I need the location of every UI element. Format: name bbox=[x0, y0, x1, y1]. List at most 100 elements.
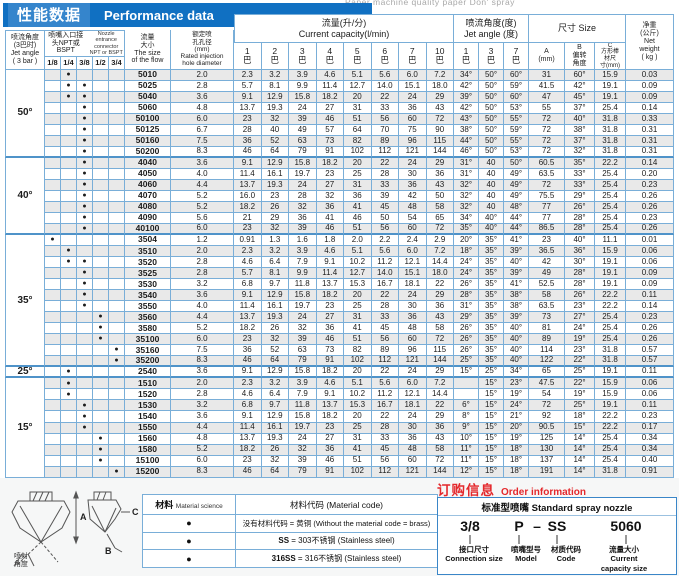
connector-dot: ● bbox=[77, 290, 93, 302]
connector-empty bbox=[45, 246, 61, 258]
cell-capacity: 33 bbox=[371, 180, 399, 192]
connector-empty bbox=[61, 191, 77, 203]
cell-capacity: 4.6 bbox=[316, 378, 344, 390]
cell-jet-angle: 15° bbox=[479, 466, 504, 478]
cell-jet-angle: 38° bbox=[504, 290, 529, 302]
cell-jet-angle: 24° bbox=[454, 268, 479, 280]
cell-capacity: 22 bbox=[426, 279, 454, 291]
cell-jet-angle: 18° bbox=[504, 455, 529, 467]
connector-empty bbox=[93, 411, 109, 423]
cell-capacity: 39 bbox=[289, 114, 317, 126]
cell-capacity: 32 bbox=[316, 191, 344, 203]
cell-capacity: 1.3 bbox=[261, 235, 289, 247]
connector-empty bbox=[109, 378, 125, 390]
cell-capacity: 73 bbox=[316, 345, 344, 357]
cell-net-weight: 0.11 bbox=[626, 400, 674, 412]
cell-capacity: 15.1 bbox=[399, 268, 427, 280]
cell-capacity: 51 bbox=[344, 224, 372, 236]
cell-capacity: 112 bbox=[371, 466, 399, 478]
connector-empty bbox=[109, 92, 125, 104]
cell-capacity: 13.7 bbox=[316, 400, 344, 412]
material-header-en: Material science bbox=[175, 503, 223, 510]
cell-dim-a: 92 bbox=[529, 411, 565, 423]
cell-capacity: 60 bbox=[399, 114, 427, 126]
connector-dot: ● bbox=[77, 400, 93, 412]
cell-net-weight: 0.91 bbox=[626, 466, 674, 478]
cell-capacity: 9.1 bbox=[234, 367, 262, 379]
cell-jet-angle: 28° bbox=[454, 290, 479, 302]
cell-jet-angle: 39° bbox=[504, 312, 529, 324]
connector-dot: ● bbox=[93, 323, 109, 335]
connector-empty bbox=[109, 279, 125, 291]
cell-capacity: 7.9 bbox=[289, 257, 317, 269]
cell-capacity: 64 bbox=[261, 466, 289, 478]
cell-jet-angle: 25° bbox=[479, 367, 504, 379]
connector-empty bbox=[45, 114, 61, 126]
cell-capacity: 102 bbox=[344, 466, 372, 478]
cell-capacity: 43 bbox=[426, 433, 454, 445]
cell-capacity: 64 bbox=[261, 356, 289, 368]
cell-dim-a: 63.5 bbox=[529, 301, 565, 313]
cell-flow-model: 35100 bbox=[125, 334, 171, 346]
connector-dot: ● bbox=[77, 81, 93, 93]
cell-jet-angle: 10° bbox=[454, 433, 479, 445]
cell-dim-a: 52.5 bbox=[529, 279, 565, 291]
cell-capacity: 45 bbox=[371, 444, 399, 456]
cell-dim-a: 72 bbox=[529, 125, 565, 137]
connector-empty bbox=[61, 268, 77, 280]
cell-jet-angle bbox=[454, 389, 479, 401]
cell-capacity: 16.1 bbox=[261, 422, 289, 434]
connector-empty bbox=[109, 235, 125, 247]
connector-empty bbox=[45, 81, 61, 93]
connector-empty bbox=[109, 268, 125, 280]
header-capacity-pressure: 10 巴 bbox=[426, 43, 454, 70]
cell-capacity: 64 bbox=[261, 147, 289, 159]
cell-dim-b: 33° bbox=[565, 180, 595, 192]
header-connector-size: 1/4 bbox=[61, 57, 77, 70]
cell-net-weight: 0.09 bbox=[626, 81, 674, 93]
connector-empty bbox=[109, 81, 125, 93]
connector-dot: ● bbox=[93, 312, 109, 324]
connector-empty bbox=[45, 400, 61, 412]
cell-jet-angle: 24° bbox=[504, 400, 529, 412]
cell-hole-diameter: 2.8 bbox=[171, 257, 234, 269]
connector-empty bbox=[61, 279, 77, 291]
header-connector-size: 3/4 bbox=[109, 57, 125, 70]
cell-capacity: 27 bbox=[316, 312, 344, 324]
cell-capacity: 8.1 bbox=[261, 268, 289, 280]
cell-capacity: 36 bbox=[234, 136, 262, 148]
cell-net-weight: 0.06 bbox=[626, 378, 674, 390]
cell-capacity: 36 bbox=[426, 301, 454, 313]
cell-net-weight: 0.06 bbox=[626, 246, 674, 258]
connector-empty bbox=[45, 257, 61, 269]
cell-capacity: 10.2 bbox=[344, 257, 372, 269]
cell-capacity: 24 bbox=[399, 411, 427, 423]
connector-empty bbox=[93, 92, 109, 104]
cell-flow-model: 1560 bbox=[125, 433, 171, 445]
cell-dim-a: 81 bbox=[529, 323, 565, 335]
cell-flow-model: 4080 bbox=[125, 202, 171, 214]
row-group-angle: 40° bbox=[5, 158, 45, 236]
cell-dim-c: 25.4 bbox=[595, 455, 626, 467]
cell-capacity: 43 bbox=[426, 312, 454, 324]
order-part-connection: 3/8 bbox=[460, 518, 480, 534]
connector-empty bbox=[109, 169, 125, 181]
cell-dim-c: 25.4 bbox=[595, 202, 626, 214]
connector-empty bbox=[45, 290, 61, 302]
cell-flow-model: 50100 bbox=[125, 114, 171, 126]
cell-jet-angle: 6° bbox=[454, 400, 479, 412]
cell-capacity: 23 bbox=[261, 191, 289, 203]
connector-dot: ● bbox=[61, 246, 77, 258]
cell-flow-model: 40100 bbox=[125, 224, 171, 236]
connector-empty bbox=[61, 169, 77, 181]
cell-capacity: 43 bbox=[426, 180, 454, 192]
material-header: 材料 Material science bbox=[142, 494, 236, 515]
connector-dot: ● bbox=[77, 191, 93, 203]
cell-capacity: 23 bbox=[316, 169, 344, 181]
cell-dim-c: 25.4 bbox=[595, 323, 626, 335]
cell-capacity: 144 bbox=[426, 356, 454, 368]
cell-dim-b: 19° bbox=[565, 389, 595, 401]
cell-net-weight: 0.23 bbox=[626, 312, 674, 324]
connector-empty bbox=[109, 191, 125, 203]
cell-capacity: 32 bbox=[261, 455, 289, 467]
